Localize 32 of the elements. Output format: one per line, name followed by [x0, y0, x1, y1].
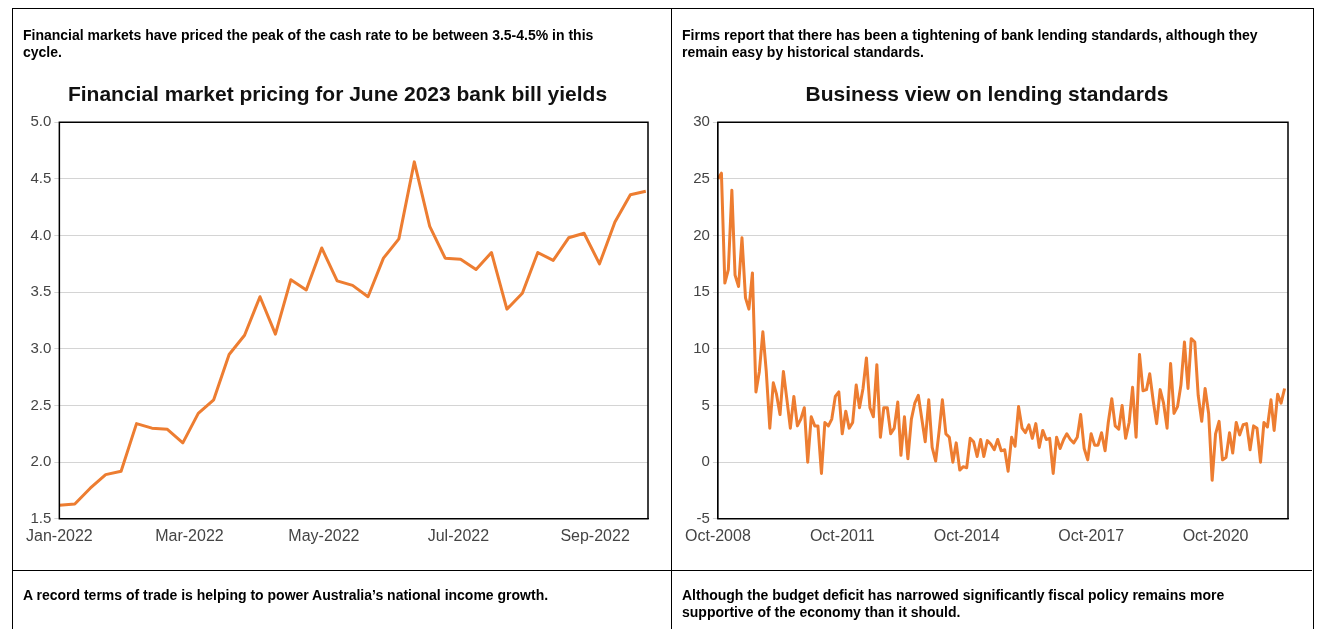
y-tick-label: 0 — [701, 452, 710, 470]
y-tick-label: 3.5 — [30, 282, 52, 300]
y-tick-label: 30 — [693, 112, 710, 130]
y-tick-label: 3.0 — [30, 338, 52, 356]
y-tick-label: 25 — [693, 169, 710, 186]
y-tick-label: -5 — [696, 508, 710, 526]
text: Although the budget deficit has narrowed significantly fiscal policy remains more supportive of the economy than it should. — [682, 587, 1226, 621]
text: A record terms of trade is helping to power Australia’s national income growth. — [23, 587, 550, 604]
chart-title: Business view on lending standards — [805, 82, 1169, 106]
x-tick-label: Mar-2022 — [155, 526, 224, 544]
x-tick-label: Jul-2022 — [427, 526, 490, 544]
chart-subtitle: Financial markets have priced the peak of the cash rate to be between 3.5-4.5% in this cycle. — [23, 27, 595, 61]
x-tick-label: May-2022 — [288, 526, 360, 544]
y-tick-label: 2.0 — [30, 452, 52, 470]
y-tick-label: 2.5 — [30, 395, 52, 413]
x-tick-label: Oct-2020 — [1182, 526, 1249, 544]
y-tick-label: 10 — [693, 338, 710, 356]
y-tick-label: 15 — [693, 282, 710, 300]
x-tick-label: Sep-2022 — [560, 526, 630, 544]
chart-title: Financial market pricing for June 2023 bank bill yields — [67, 82, 608, 106]
x-tick-label: Oct-2017 — [1058, 526, 1125, 544]
x-tick-label: Oct-2014 — [933, 526, 1000, 544]
x-tick-label: Oct-2011 — [809, 526, 875, 544]
y-tick-label: 1.5 — [30, 508, 52, 526]
y-tick-label: 4.0 — [30, 225, 52, 243]
y-tick-label: 5 — [701, 395, 710, 413]
y-tick-label: 5.0 — [30, 112, 52, 130]
y-tick-label: 20 — [693, 225, 710, 243]
chart-subtitle: Firms report that there has been a tightening of bank lending standards, although they remain easy by historical standards. — [682, 27, 1259, 61]
y-tick-label: 4.5 — [30, 169, 52, 186]
x-tick-label: Oct-2008 — [685, 526, 751, 544]
x-tick-label: Jan-2022 — [26, 526, 93, 544]
